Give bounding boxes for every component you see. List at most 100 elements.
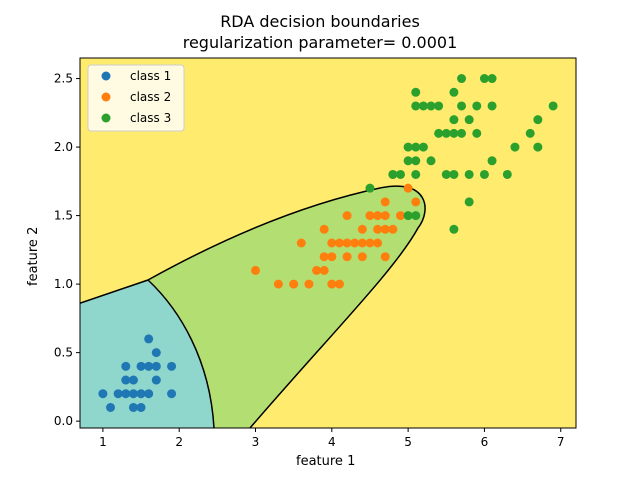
y-tick-label: 2.0 <box>54 140 73 154</box>
data-point <box>525 128 535 138</box>
data-point <box>121 361 131 371</box>
plot-frame <box>79 57 577 429</box>
series-3 <box>365 74 558 234</box>
data-point <box>479 74 489 84</box>
data-point <box>136 402 146 412</box>
data-point <box>312 265 322 275</box>
data-point <box>365 211 375 221</box>
data-point <box>151 361 161 371</box>
legend-marker <box>101 92 111 102</box>
x-tick-label: 7 <box>557 435 565 449</box>
data-point <box>380 224 390 234</box>
data-point <box>441 128 451 138</box>
x-tick-label: 3 <box>252 435 260 449</box>
data-point <box>319 252 329 262</box>
data-point <box>167 361 177 371</box>
data-point <box>128 389 138 399</box>
data-point <box>533 142 543 152</box>
data-point <box>357 252 367 262</box>
legend-box <box>87 64 185 132</box>
data-point <box>464 197 474 207</box>
chart-subtitle: regularization parameter= 0.0001 <box>182 33 458 52</box>
data-point <box>373 211 383 221</box>
data-point <box>434 101 444 111</box>
data-point <box>319 265 329 275</box>
legend-marker <box>101 113 111 123</box>
data-point <box>502 169 512 179</box>
data-point <box>479 169 489 179</box>
data-point <box>380 252 390 262</box>
y-tick-label: 0.0 <box>54 414 73 428</box>
series-2 <box>251 169 421 289</box>
data-point <box>98 389 108 399</box>
data-point <box>251 265 261 275</box>
data-point <box>380 211 390 221</box>
data-point <box>388 224 398 234</box>
data-point <box>426 156 436 166</box>
data-point <box>418 101 428 111</box>
data-point <box>449 115 459 125</box>
data-point <box>449 224 459 234</box>
data-point <box>472 128 482 138</box>
boundary-line-inner <box>147 279 215 428</box>
data-point <box>365 238 375 248</box>
legend-label: class 1 <box>130 69 171 83</box>
legend-label: class 3 <box>130 111 171 125</box>
data-point <box>426 101 436 111</box>
data-point <box>113 389 123 399</box>
data-point <box>395 169 405 179</box>
data-point <box>510 142 520 152</box>
data-point <box>411 87 421 97</box>
data-point <box>403 156 413 166</box>
legend: class 1 class 2 class 3 <box>87 64 185 132</box>
data-point <box>457 101 467 111</box>
data-point <box>380 197 390 207</box>
data-point <box>342 252 352 262</box>
data-point <box>434 128 444 138</box>
data-point <box>357 238 367 248</box>
data-point <box>373 238 383 248</box>
boundary-line-outer <box>80 185 426 428</box>
data-point <box>121 375 131 385</box>
data-point <box>327 252 337 262</box>
data-point <box>327 279 337 289</box>
data-point <box>342 211 352 221</box>
data-point <box>144 389 154 399</box>
data-point <box>411 101 421 111</box>
data-point <box>373 224 383 234</box>
data-point <box>487 101 497 111</box>
data-point <box>388 169 398 179</box>
data-point <box>151 348 161 358</box>
x-tick-label: 4 <box>328 435 336 449</box>
x-axis-label: feature 1 <box>296 454 356 469</box>
chart-title: RDA decision boundaries <box>220 12 420 31</box>
data-point <box>296 238 306 248</box>
data-point <box>487 156 497 166</box>
x-tick-label: 5 <box>404 435 412 449</box>
y-tick-label: 0.5 <box>54 346 73 360</box>
x-tick-label: 1 <box>99 435 107 449</box>
x-tick-label: 6 <box>481 435 489 449</box>
data-point <box>411 169 421 179</box>
data-point <box>136 361 146 371</box>
data-point <box>464 169 474 179</box>
y-tick-label: 1.5 <box>54 209 73 223</box>
data-point <box>365 183 375 193</box>
y-tick-label: 2.5 <box>54 72 73 86</box>
data-point <box>395 211 405 221</box>
data-point <box>457 74 467 84</box>
data-point <box>418 142 428 152</box>
y-axis-label: feature 2 <box>26 226 41 286</box>
data-point <box>304 279 314 289</box>
data-point <box>449 169 459 179</box>
data-point <box>128 375 138 385</box>
data-point <box>411 142 421 152</box>
data-point <box>357 224 367 234</box>
data-point <box>342 238 352 248</box>
data-point <box>403 183 413 193</box>
data-point <box>144 361 154 371</box>
y-tick-label: 1.0 <box>54 277 73 291</box>
legend-label: class 2 <box>130 90 171 104</box>
legend-marker <box>101 71 111 81</box>
